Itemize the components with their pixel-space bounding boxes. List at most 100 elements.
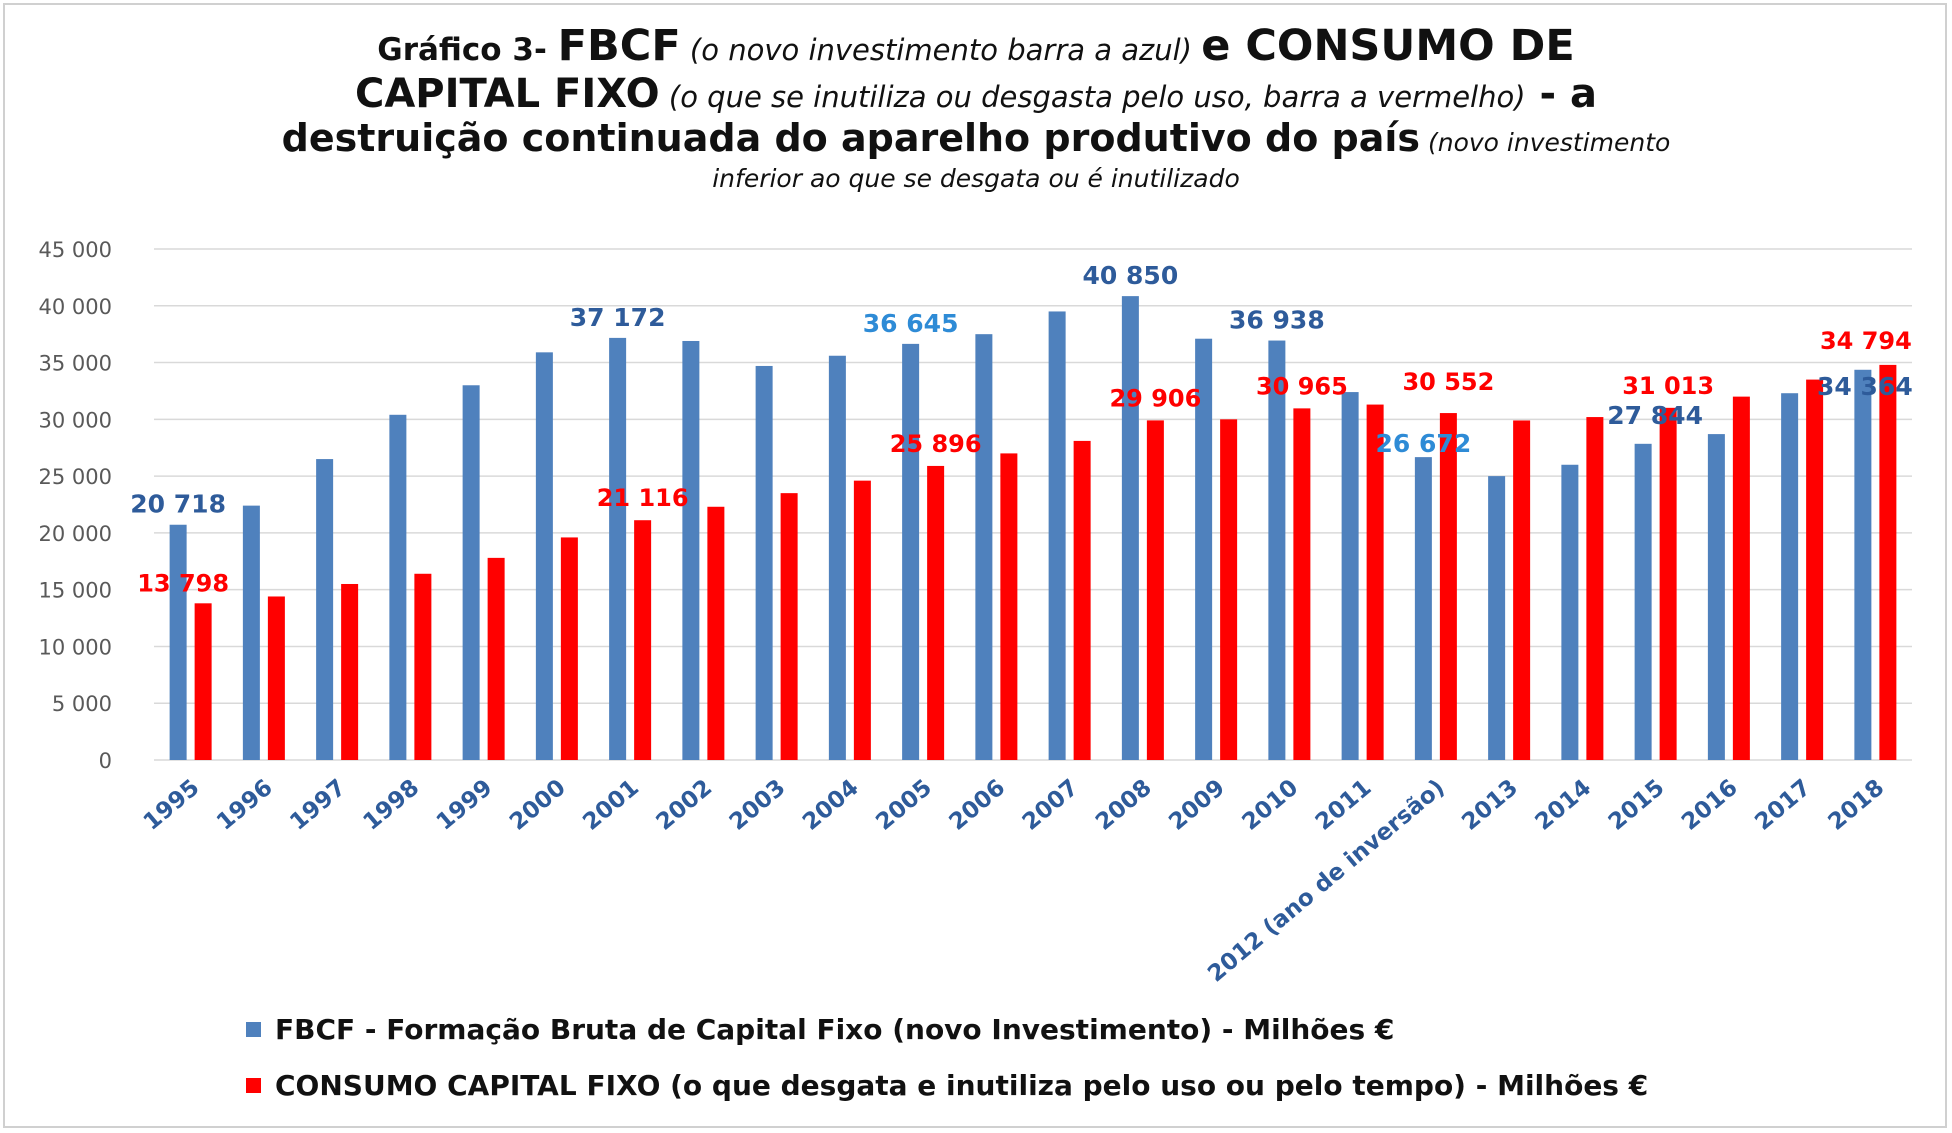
y-tick-label: 45 000 bbox=[39, 238, 112, 262]
data-label-consumo: 13 798 bbox=[137, 569, 229, 597]
bar-consumo bbox=[487, 557, 505, 760]
bar-fbcf bbox=[1195, 338, 1213, 760]
y-tick-label: 10 000 bbox=[39, 635, 112, 659]
bar-consumo bbox=[780, 493, 798, 760]
x-tick-label: 1997 bbox=[285, 775, 351, 836]
title-line-2: CAPITAL FIXO (o que se inutiliza ou desg… bbox=[0, 71, 1952, 117]
bar-fbcf bbox=[1048, 311, 1066, 760]
data-label-fbcf: 40 850 bbox=[1083, 261, 1179, 290]
x-tick-label: 2016 bbox=[1677, 775, 1743, 836]
bar-consumo bbox=[1366, 404, 1384, 760]
y-tick-label: 15 000 bbox=[39, 579, 112, 603]
title-line-4: inferior ao que se desgata ou é inutiliz… bbox=[0, 164, 1952, 194]
bar-consumo bbox=[267, 596, 285, 760]
bar-consumo bbox=[1586, 417, 1604, 760]
bar-fbcf bbox=[1268, 340, 1286, 760]
x-tick-label: 2008 bbox=[1091, 775, 1157, 836]
bar-consumo bbox=[1879, 364, 1897, 760]
data-label-consumo: 21 116 bbox=[597, 484, 689, 512]
x-tick-label: 2007 bbox=[1018, 775, 1084, 836]
data-label-consumo: 29 906 bbox=[1109, 384, 1201, 412]
y-tick-label: 30 000 bbox=[39, 408, 112, 432]
x-tick-label: 1998 bbox=[358, 775, 424, 836]
title-part-3: (o novo investimento barra a azul) bbox=[680, 33, 1202, 67]
legend: FBCF - Formação Bruta de Capital Fixo (n… bbox=[246, 1012, 1648, 1124]
title-part-7: - a bbox=[1525, 71, 1598, 118]
bar-consumo bbox=[414, 573, 432, 760]
bar-fbcf bbox=[1854, 369, 1872, 760]
y-tick-label: 25 000 bbox=[39, 465, 112, 489]
data-label-fbcf: 34 364 bbox=[1817, 372, 1913, 401]
bar-consumo bbox=[853, 480, 871, 760]
bar-consumo bbox=[927, 465, 945, 760]
bar-fbcf bbox=[609, 337, 627, 760]
bar-fbcf bbox=[1341, 392, 1359, 760]
bar-consumo bbox=[341, 583, 359, 760]
bar-fbcf bbox=[1634, 443, 1652, 760]
y-tick-label: 35 000 bbox=[39, 352, 112, 376]
bar-consumo bbox=[560, 537, 578, 760]
bar-consumo bbox=[1513, 420, 1531, 760]
legend-label-consumo: CONSUMO CAPITAL FIXO (o que desgata e in… bbox=[275, 1068, 1649, 1102]
title-part-6: (o que se inutiliza ou desgasta pelo uso… bbox=[659, 80, 1526, 115]
x-tick-label: 1996 bbox=[212, 775, 278, 836]
title-part-1: Gráfico 3- bbox=[377, 32, 558, 68]
bar-consumo bbox=[1000, 453, 1018, 760]
bar-consumo bbox=[1806, 379, 1824, 760]
x-tick-label: 2010 bbox=[1237, 775, 1303, 836]
bar-fbcf bbox=[169, 524, 187, 760]
bar-fbcf bbox=[242, 505, 260, 760]
bar-fbcf bbox=[1707, 434, 1725, 760]
bar-fbcf bbox=[755, 365, 773, 760]
x-tick-label: 2000 bbox=[505, 775, 571, 836]
chart-title: Gráfico 3- FBCF (o novo investimento bar… bbox=[0, 21, 1952, 194]
x-tick-label: 1995 bbox=[139, 775, 205, 836]
data-label-fbcf: 36 938 bbox=[1229, 306, 1325, 335]
bar-consumo bbox=[1659, 407, 1677, 760]
title-line-3: destruição continuada do aparelho produt… bbox=[0, 117, 1952, 161]
title-part-10: inferior ao que se desgata ou é inutiliz… bbox=[712, 164, 1240, 194]
bar-consumo bbox=[1073, 440, 1091, 760]
bar-fbcf bbox=[682, 340, 700, 760]
bar-fbcf bbox=[535, 352, 553, 760]
bar-fbcf bbox=[389, 414, 407, 760]
x-tick-label: 2009 bbox=[1164, 775, 1230, 836]
bar-consumo bbox=[1293, 408, 1311, 760]
legend-item-fbcf: FBCF - Formação Bruta de Capital Fixo (n… bbox=[246, 1012, 1648, 1046]
x-tick-label: 1999 bbox=[432, 775, 498, 836]
bar-consumo bbox=[707, 506, 725, 760]
data-label-fbcf: 37 172 bbox=[570, 303, 666, 332]
chart-frame bbox=[3, 3, 1947, 1128]
x-tick-label: 2006 bbox=[944, 775, 1010, 836]
x-tick-label: 2017 bbox=[1750, 775, 1816, 836]
y-tick-label: 0 bbox=[99, 749, 112, 773]
title-part-8: destruição continuada do aparelho produt… bbox=[281, 116, 1421, 161]
title-part-2: FBCF bbox=[557, 21, 681, 71]
bar-fbcf bbox=[1414, 457, 1432, 760]
bar-fbcf bbox=[828, 355, 846, 760]
x-tick-label: 2018 bbox=[1823, 775, 1889, 836]
x-tick-label: 2004 bbox=[798, 775, 864, 836]
data-label-consumo: 34 794 bbox=[1820, 327, 1912, 355]
bar-fbcf bbox=[462, 385, 480, 760]
x-tick-label: 2003 bbox=[725, 775, 791, 836]
bar-consumo bbox=[1146, 420, 1164, 760]
bar-fbcf bbox=[975, 334, 993, 760]
bar-consumo bbox=[634, 520, 652, 760]
y-tick-label: 20 000 bbox=[39, 522, 112, 546]
bar-fbcf bbox=[316, 459, 334, 760]
bar-fbcf bbox=[902, 343, 920, 760]
x-tick-label: 2013 bbox=[1457, 775, 1523, 836]
x-tick-label: 2002 bbox=[651, 775, 717, 836]
bar-fbcf bbox=[1121, 296, 1139, 760]
x-tick-label: 2005 bbox=[871, 775, 937, 836]
data-label-consumo: 31 013 bbox=[1622, 372, 1714, 400]
bar-fbcf bbox=[1781, 393, 1799, 760]
bar-consumo bbox=[1220, 419, 1238, 760]
data-label-consumo: 25 896 bbox=[890, 430, 982, 458]
x-tick-label: 2014 bbox=[1530, 775, 1596, 836]
data-label-fbcf: 20 718 bbox=[130, 490, 226, 519]
legend-item-consumo: CONSUMO CAPITAL FIXO (o que desgata e in… bbox=[246, 1068, 1648, 1102]
bar-consumo bbox=[194, 603, 212, 760]
